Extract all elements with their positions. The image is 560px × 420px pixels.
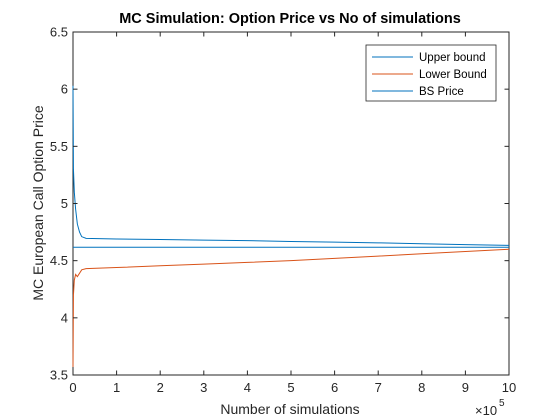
y-tick-label: 4 — [61, 310, 68, 325]
chart-title: MC Simulation: Option Price vs No of sim… — [119, 11, 461, 27]
x-axis-label: Number of simulations — [220, 401, 359, 417]
legend: Upper bound Lower Bound BS Price — [365, 44, 497, 102]
y-tick-label: 3.5 — [50, 368, 68, 383]
legend-label-lower-bound: Lower Bound — [419, 69, 487, 81]
x-tick-label: 3 — [200, 380, 207, 395]
y-tick-label: 6 — [61, 82, 68, 97]
y-tick-label: 5.5 — [50, 139, 68, 154]
y-tick-label: 4.5 — [50, 253, 68, 268]
y-axis-label: MC European Call Option Price — [30, 105, 46, 301]
legend-label-bs-price: BS Price — [419, 86, 464, 98]
x-tick-label: 6 — [331, 380, 338, 395]
series-line-lower-bound — [72, 248, 510, 368]
x-tick-label: 5 — [287, 380, 294, 395]
x-tick-label: 9 — [462, 380, 469, 395]
x-tick-label: 10 — [502, 380, 516, 395]
series-layer — [72, 85, 510, 368]
x-tick-label: 8 — [418, 380, 425, 395]
x-tick-label: 1 — [113, 380, 120, 395]
legend-box — [365, 44, 497, 102]
series-line-upper-bound — [72, 85, 510, 246]
x-exponent: ×10 5 — [475, 398, 505, 418]
x-tick-label: 2 — [157, 380, 164, 395]
x-exponent-base: ×10 — [475, 403, 497, 418]
y-tick-label: 5 — [61, 196, 68, 211]
x-exponent-power: 5 — [499, 398, 505, 409]
x-tick-label: 7 — [375, 380, 382, 395]
tick-layer: 0 1 2 3 4 5 6 7 8 9 10 3.5 4 4.5 5 5.5 6 6.5 — [50, 25, 516, 396]
x-tick-label: 4 — [244, 380, 251, 395]
legend-label-upper-bound: Upper bound — [419, 52, 486, 64]
x-tick-label: 0 — [69, 380, 76, 395]
y-tick-label: 6.5 — [50, 25, 68, 40]
